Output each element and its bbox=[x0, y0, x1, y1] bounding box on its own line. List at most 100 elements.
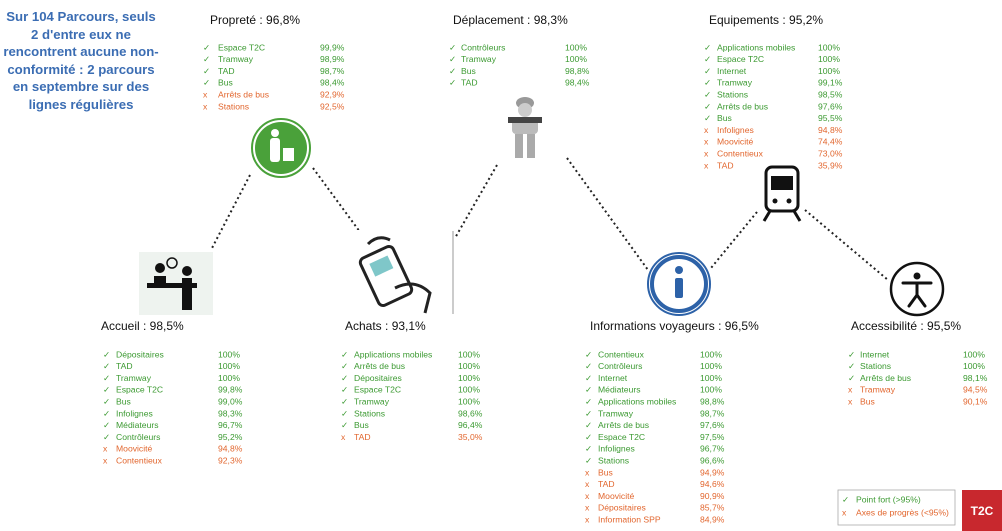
item-mark: ✓ bbox=[341, 396, 348, 406]
item-value: 94,9% bbox=[700, 467, 725, 477]
item-mark: ✓ bbox=[704, 89, 711, 99]
section-title: Déplacement : 98,3% bbox=[453, 13, 568, 27]
item-label: Bus bbox=[717, 113, 732, 123]
item-value: 94,6% bbox=[700, 479, 725, 489]
item-value: 100% bbox=[218, 349, 240, 359]
item-label: Internet bbox=[717, 66, 747, 76]
item-value: 100% bbox=[458, 385, 480, 395]
item-label: Applications mobiles bbox=[717, 42, 795, 52]
item-value: 90,9% bbox=[700, 491, 725, 501]
item-label: Bus bbox=[354, 420, 369, 430]
item-mark: ✓ bbox=[704, 42, 711, 52]
item-mark: x bbox=[704, 160, 709, 170]
item-mark: ✓ bbox=[449, 42, 456, 52]
item-label: Infolignes bbox=[116, 408, 153, 418]
item-mark: ✓ bbox=[341, 408, 348, 418]
item-label: Arrêts de bus bbox=[860, 373, 911, 383]
item-label: Tramway bbox=[354, 396, 390, 406]
item-mark: ✓ bbox=[585, 385, 592, 395]
item-mark: ✓ bbox=[103, 385, 110, 395]
item-mark: ✓ bbox=[585, 420, 592, 430]
item-label: Internet bbox=[598, 373, 628, 383]
item-label: TAD bbox=[717, 160, 734, 170]
icon-equipements bbox=[762, 165, 802, 222]
item-mark: ✓ bbox=[585, 361, 592, 371]
item-mark: ✓ bbox=[341, 349, 348, 359]
item-value: 98,8% bbox=[700, 396, 725, 406]
item-mark: ✓ bbox=[449, 54, 456, 64]
icon-accessibilite bbox=[889, 261, 945, 317]
section-title: Accessibilité : 95,5% bbox=[851, 319, 961, 333]
item-value: 96,7% bbox=[218, 420, 243, 430]
item-value: 92,9% bbox=[320, 89, 345, 99]
item-mark: x bbox=[704, 137, 709, 147]
item-value: 94,8% bbox=[218, 444, 243, 454]
item-label: Dépositaires bbox=[354, 373, 402, 383]
item-mark: ✓ bbox=[848, 373, 855, 383]
item-mark: ✓ bbox=[203, 54, 210, 64]
item-value: 92,3% bbox=[218, 455, 243, 465]
item-mark: ✓ bbox=[848, 349, 855, 359]
item-label: Bus bbox=[860, 396, 875, 406]
item-label: Arrêts de bus bbox=[218, 89, 269, 99]
item-value: 100% bbox=[458, 373, 480, 383]
item-mark: x bbox=[848, 385, 853, 395]
item-mark: ✓ bbox=[103, 373, 110, 383]
icon-proprete bbox=[251, 118, 311, 178]
item-mark: ✓ bbox=[585, 455, 592, 465]
item-mark: ✓ bbox=[103, 349, 110, 359]
item-label: TAD bbox=[218, 66, 235, 76]
logo-box bbox=[962, 490, 1002, 531]
item-mark: ✓ bbox=[585, 444, 592, 454]
section-title: Equipements : 95,2% bbox=[709, 13, 823, 27]
item-label: Infolignes bbox=[717, 125, 754, 135]
item-mark: ✓ bbox=[103, 361, 110, 371]
item-label: Stations bbox=[218, 101, 249, 111]
connector bbox=[210, 174, 251, 251]
item-label: Bus bbox=[218, 78, 233, 88]
connector bbox=[312, 167, 361, 233]
item-mark: x bbox=[103, 455, 108, 465]
legend-text: Axes de progrès (<95%) bbox=[856, 507, 949, 517]
item-value: 98,8% bbox=[565, 66, 590, 76]
item-mark: x bbox=[848, 396, 853, 406]
connectors bbox=[210, 157, 889, 281]
item-value: 98,5% bbox=[818, 89, 843, 99]
item-value: 100% bbox=[218, 373, 240, 383]
item-label: Espace T2C bbox=[598, 432, 645, 442]
item-label: Moovicité bbox=[116, 444, 153, 454]
item-mark: x bbox=[585, 514, 590, 524]
item-mark: ✓ bbox=[704, 54, 711, 64]
item-mark: ✓ bbox=[103, 420, 110, 430]
item-mark: x bbox=[585, 479, 590, 489]
item-value: 99,1% bbox=[818, 78, 843, 88]
legend-box bbox=[837, 489, 956, 526]
connector bbox=[454, 164, 498, 239]
item-value: 74,4% bbox=[818, 137, 843, 147]
item-label: Bus bbox=[461, 66, 476, 76]
connector bbox=[804, 209, 889, 281]
item-label: Espace T2C bbox=[354, 385, 401, 395]
item-label: Contrôleurs bbox=[461, 42, 505, 52]
item-label: Tramway bbox=[717, 78, 753, 88]
connector bbox=[710, 211, 758, 269]
item-label: Médiateurs bbox=[116, 420, 159, 430]
item-mark: ✓ bbox=[103, 408, 110, 418]
item-label: Espace T2C bbox=[218, 42, 265, 52]
item-mark: ✓ bbox=[585, 408, 592, 418]
headline: Sur 104 Parcours, seuls 2 d'entre eux ne… bbox=[3, 9, 159, 112]
item-label: Arrêts de bus bbox=[354, 361, 405, 371]
item-label: Tramway bbox=[218, 54, 254, 64]
item-value: 94,8% bbox=[818, 125, 843, 135]
item-value: 98,7% bbox=[320, 66, 345, 76]
legend-mark: x bbox=[842, 507, 847, 517]
item-value: 92,5% bbox=[320, 101, 345, 111]
item-value: 100% bbox=[818, 42, 840, 52]
item-value: 85,7% bbox=[700, 503, 725, 513]
item-value: 98,9% bbox=[320, 54, 345, 64]
item-value: 73,0% bbox=[818, 148, 843, 158]
item-label: Tramway bbox=[461, 54, 497, 64]
section-title: Achats : 93,1% bbox=[345, 319, 426, 333]
